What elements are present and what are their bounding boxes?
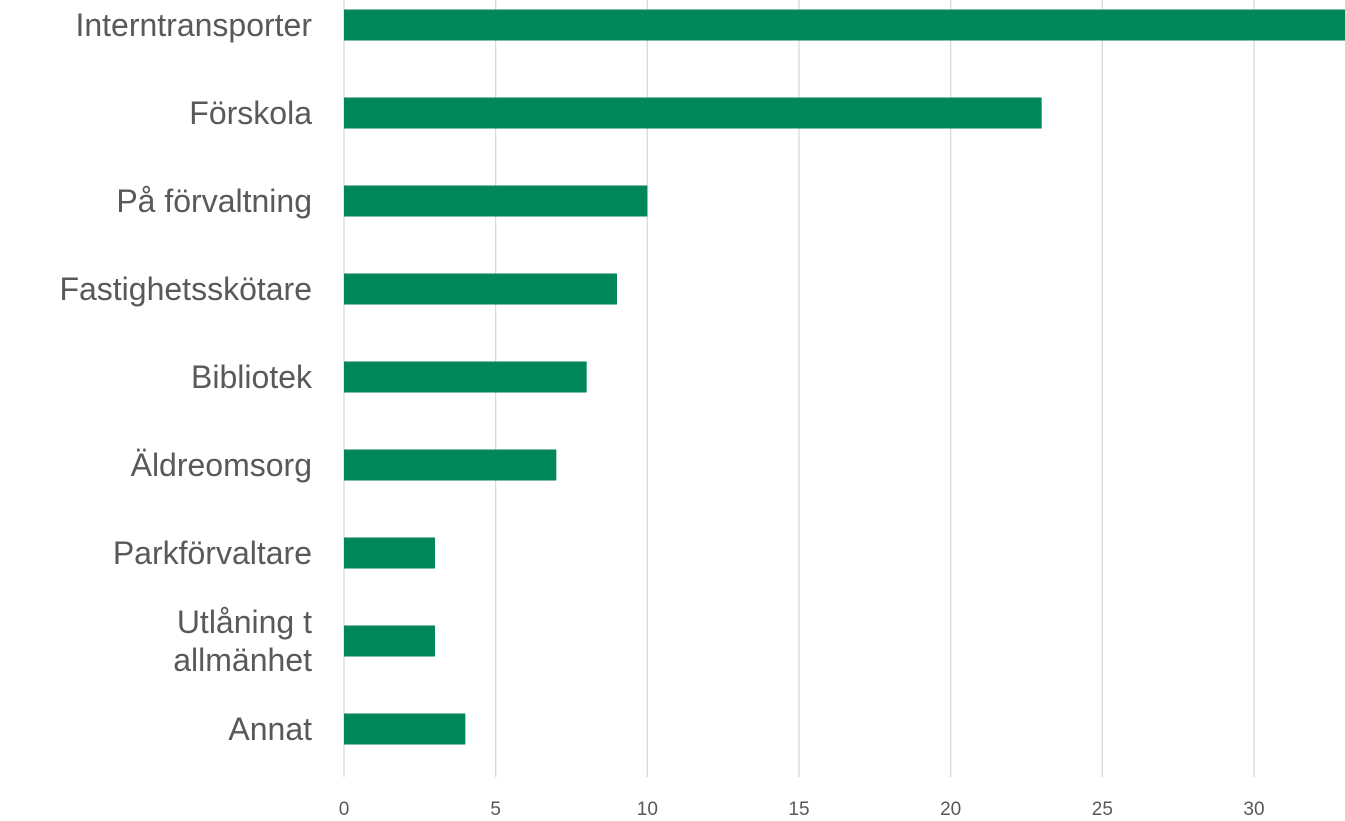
category-label: Interntransporter <box>75 7 312 43</box>
bar <box>344 449 557 481</box>
bar <box>344 273 617 305</box>
x-tick-label: 0 <box>339 799 350 820</box>
x-axis-tick-labels: 0 5 10 15 20 25 30 <box>339 799 1265 820</box>
x-tick-label: 30 <box>1243 799 1264 820</box>
bar <box>344 97 1042 129</box>
category-label: Bibliotek <box>191 359 313 395</box>
category-label: Annat <box>228 711 312 747</box>
x-tick-label: 25 <box>1092 799 1113 820</box>
bars <box>344 9 1345 745</box>
grid-lines <box>343 0 1255 777</box>
x-tick-label: 5 <box>490 799 501 820</box>
category-label: På förvaltning <box>116 183 312 219</box>
bar <box>344 625 435 657</box>
x-tick-label: 20 <box>940 799 961 820</box>
category-label: Förskola <box>189 95 312 131</box>
category-label: Fastighetsskötare <box>59 271 312 307</box>
category-label: Parkförvaltare <box>113 535 312 571</box>
bar <box>344 713 466 745</box>
category-label: Äldreomsorg <box>131 447 312 483</box>
category-label: Utlåning t <box>177 604 312 640</box>
category-label: allmänhet <box>173 642 312 678</box>
bar <box>344 361 587 393</box>
bar <box>344 537 435 569</box>
x-tick-label: 15 <box>788 799 809 820</box>
bar <box>344 9 1345 41</box>
x-tick-label: 10 <box>637 799 658 820</box>
category-labels: Interntransporter Förskola På förvaltning F… <box>59 7 313 747</box>
bar <box>344 185 648 217</box>
